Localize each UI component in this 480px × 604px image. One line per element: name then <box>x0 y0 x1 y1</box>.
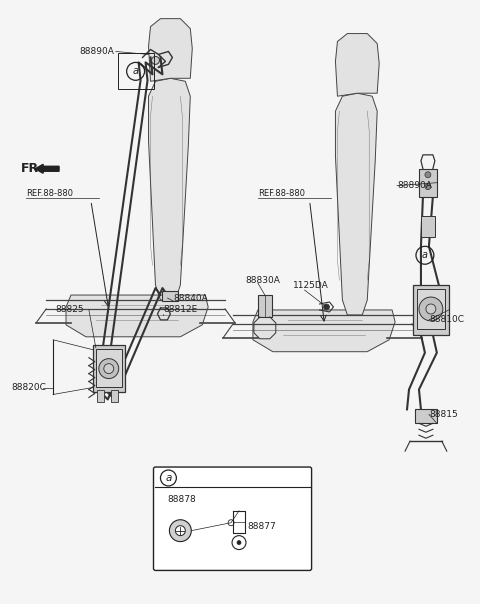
Bar <box>93 345 125 393</box>
Circle shape <box>237 541 241 545</box>
Circle shape <box>104 364 114 374</box>
Circle shape <box>425 172 431 178</box>
Text: 88830A: 88830A <box>245 275 280 284</box>
Text: 88820C: 88820C <box>12 383 46 392</box>
Circle shape <box>99 359 119 379</box>
Polygon shape <box>336 34 379 96</box>
Text: 88810C: 88810C <box>429 315 464 324</box>
Bar <box>111 390 118 402</box>
Bar <box>258 295 272 317</box>
Bar <box>419 169 437 197</box>
Text: 88815: 88815 <box>429 410 457 419</box>
Circle shape <box>175 525 185 536</box>
FancyBboxPatch shape <box>154 467 312 570</box>
Circle shape <box>419 297 443 321</box>
Text: 88840A: 88840A <box>173 294 208 303</box>
Text: a: a <box>165 473 172 483</box>
Circle shape <box>324 304 329 310</box>
Polygon shape <box>253 310 395 352</box>
Bar <box>97 390 104 402</box>
Text: REF.88-880: REF.88-880 <box>258 189 305 198</box>
Text: a: a <box>132 66 139 76</box>
Text: 88890A: 88890A <box>397 181 432 190</box>
Text: 88890A: 88890A <box>79 47 114 56</box>
Text: a: a <box>422 250 428 260</box>
Bar <box>417 289 445 329</box>
Bar <box>413 285 449 335</box>
Circle shape <box>169 519 192 542</box>
Text: 88825: 88825 <box>55 306 84 315</box>
Text: 88877: 88877 <box>247 522 276 531</box>
Polygon shape <box>148 79 190 300</box>
Circle shape <box>425 184 431 190</box>
Bar <box>96 349 122 387</box>
FancyArrow shape <box>35 164 59 173</box>
Bar <box>421 216 435 237</box>
Bar <box>415 410 437 423</box>
Polygon shape <box>148 19 192 82</box>
Polygon shape <box>66 295 208 337</box>
Circle shape <box>152 56 159 65</box>
Text: 1125DA: 1125DA <box>293 281 328 289</box>
Bar <box>118 53 154 89</box>
Bar <box>162 291 179 301</box>
Circle shape <box>426 304 436 314</box>
Text: FR.: FR. <box>21 162 44 175</box>
Text: 88812E: 88812E <box>164 306 198 315</box>
Text: 88878: 88878 <box>168 495 196 504</box>
Polygon shape <box>336 93 377 315</box>
Text: REF.88-880: REF.88-880 <box>26 189 73 198</box>
